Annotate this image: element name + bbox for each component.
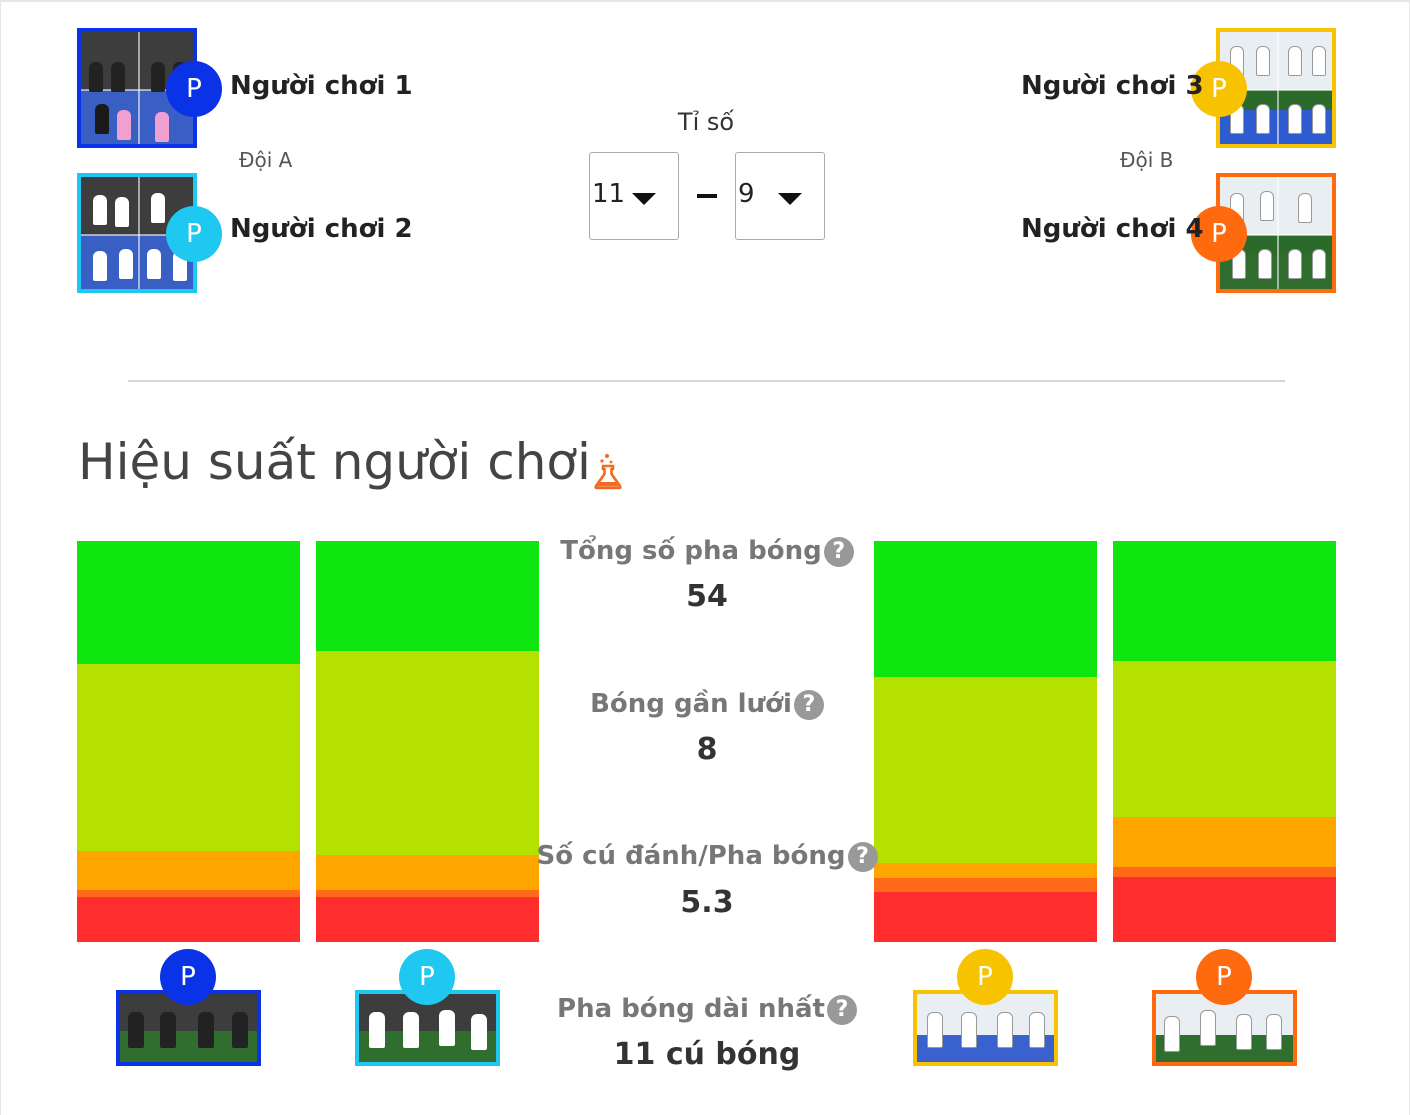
player-2-name: Người chơi 2 xyxy=(230,214,413,244)
team-b-label: Đội B xyxy=(1120,148,1174,172)
bar-segment-orange xyxy=(1113,816,1336,867)
help-icon[interactable]: ? xyxy=(847,841,878,872)
caret-down-icon xyxy=(778,193,802,205)
player-3-small-thumbnail[interactable] xyxy=(913,990,1058,1066)
player-4-small-badge: P xyxy=(1196,949,1252,1005)
bar-segment-green xyxy=(77,541,300,665)
caret-down-icon xyxy=(632,193,656,205)
score-label: Tỉ số xyxy=(677,108,735,136)
stat-shots-per-rally-value: 5.3 xyxy=(680,885,734,920)
bar-segment-red xyxy=(77,897,300,942)
team-b-score-select[interactable]: 9 xyxy=(735,152,825,240)
section-title: Hiệu suất người chơi xyxy=(78,433,591,491)
help-icon[interactable]: ? xyxy=(826,994,857,1025)
bar-segment-red xyxy=(1113,877,1336,942)
bar-segment-red xyxy=(874,891,1097,942)
player-3-name: Người chơi 3 xyxy=(1021,71,1204,101)
stat-total-rallies-label: Tổng số pha bóng? xyxy=(507,536,907,567)
bar-segment-orange xyxy=(874,863,1097,878)
team-a-label: Đội A xyxy=(239,148,293,172)
player-3-avatar-badge: P xyxy=(1191,61,1247,117)
stat-longest-rally-value: 11 cú bóng xyxy=(613,1037,801,1072)
player-4-name: Người chơi 4 xyxy=(1021,214,1204,244)
player-1-avatar-badge: P xyxy=(166,61,222,117)
player-3-small-badge: P xyxy=(957,949,1013,1005)
help-icon[interactable]: ? xyxy=(793,689,824,720)
bar-segment-red xyxy=(316,896,539,942)
bar-segment-green xyxy=(874,541,1097,677)
bar-segment-green xyxy=(316,541,539,651)
player-2-small-badge: P xyxy=(399,949,455,1005)
stat-net-balls-value: 8 xyxy=(696,732,718,767)
bar-segment-darkorange xyxy=(874,877,1097,892)
stat-total-rallies-value: 54 xyxy=(686,579,728,614)
player-1-name: Người chơi 1 xyxy=(230,71,413,101)
stat-longest-rally-label: Pha bóng dài nhất? xyxy=(507,994,907,1025)
bar-segment-orange xyxy=(77,851,300,891)
bar-segment-darkorange xyxy=(77,890,300,898)
bar-segment-darkorange xyxy=(316,889,539,897)
bar-segment-yellowgreen xyxy=(316,650,539,855)
bar-segment-green xyxy=(1113,541,1336,661)
section-divider xyxy=(128,380,1285,382)
player-1-small-thumbnail[interactable] xyxy=(116,990,261,1066)
player-2-performance-bar xyxy=(316,541,539,942)
bar-segment-orange xyxy=(316,854,539,890)
team-a-score-value: 11 xyxy=(592,179,626,209)
player-4-performance-bar xyxy=(1113,541,1336,942)
help-icon[interactable]: ? xyxy=(823,536,854,567)
player-3-performance-bar xyxy=(874,541,1097,942)
bar-segment-yellowgreen xyxy=(1113,660,1336,817)
bar-segment-yellowgreen xyxy=(874,676,1097,863)
bar-segment-darkorange xyxy=(1113,867,1336,878)
player-1-thumbnail[interactable] xyxy=(77,28,197,148)
stat-shots-per-rally-label: Số cú đánh/Pha bóng? xyxy=(507,841,907,872)
bar-segment-yellowgreen xyxy=(77,664,300,852)
team-a-score-select[interactable]: 11 xyxy=(589,152,679,240)
player-1-performance-bar xyxy=(77,541,300,942)
player-4-avatar-badge: P xyxy=(1191,206,1247,262)
player-2-avatar-badge: P xyxy=(166,206,222,262)
team-b-score-value: 9 xyxy=(738,179,755,209)
flask-icon xyxy=(594,454,622,490)
player-1-small-badge: P xyxy=(160,949,216,1005)
score-separator-dash xyxy=(697,194,717,198)
stat-net-balls-label: Bóng gần lưới? xyxy=(507,689,907,720)
